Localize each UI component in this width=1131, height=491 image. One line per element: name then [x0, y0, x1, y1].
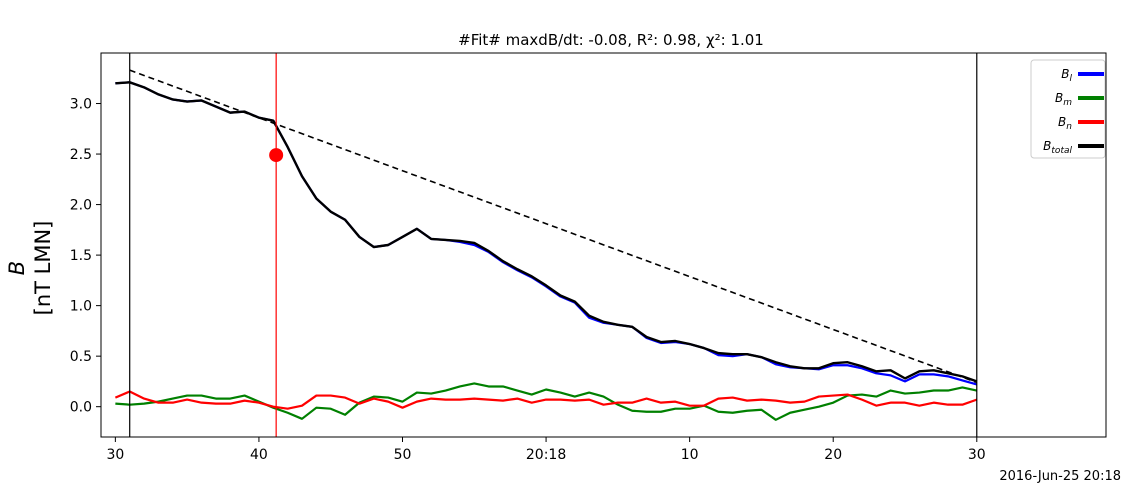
y-axis-label-unit: [nT LMN] [31, 221, 55, 316]
x-tick-label: 50 [394, 447, 412, 463]
series-line-b-n [114, 390, 978, 410]
y-tick-label: 0.0 [70, 400, 92, 416]
plot-frame [100, 52, 1107, 438]
series-line-b-total [115, 81, 978, 383]
y-tick-label: 1.0 [70, 299, 92, 315]
legend-label: Bn [1058, 115, 1072, 132]
legend-label: Btotal [1043, 139, 1072, 156]
x-tick-label: 30 [106, 447, 124, 463]
y-tick-label: 0.5 [70, 349, 92, 365]
axis-ticks: 30 40 50 20:18 10 20 30 0.0 0.5 1.0 1.5 2.0 2.5 3.0 [70, 97, 986, 463]
chart-title: #Fit# maxdB/dt: -0.08, R²: 0.98, χ²: 1.0… [458, 31, 764, 49]
x-tick-label: 20 [824, 447, 842, 463]
legend: Bl Bm Bn Btotal [1030, 59, 1106, 159]
x-tick-label: 30 [968, 447, 986, 463]
x-tick-label: 40 [250, 447, 268, 463]
y-tick-label: 1.5 [70, 248, 92, 264]
y-tick-label: 2.5 [70, 147, 92, 163]
data-layer [114, 69, 978, 421]
y-tick-label: 2.0 [70, 198, 92, 214]
legend-label: Bl [1061, 67, 1072, 84]
date-offset-label: 2016-Jun-25 20:18 [999, 469, 1121, 484]
legend-label: Bm [1055, 91, 1072, 108]
series-line-b-l [115, 81, 978, 386]
vertical-markers [129, 53, 978, 437]
legend-box [1030, 59, 1106, 159]
max-gradient-marker [269, 148, 284, 163]
y-tick-label: 3.0 [70, 97, 92, 113]
x-tick-label: 20:18 [526, 447, 566, 463]
fit-line [129, 69, 978, 384]
y-axis-label-symbol: B [5, 261, 29, 275]
y-axis-label-group: B [nT LMN] [5, 221, 55, 316]
x-tick-label: 10 [681, 447, 699, 463]
